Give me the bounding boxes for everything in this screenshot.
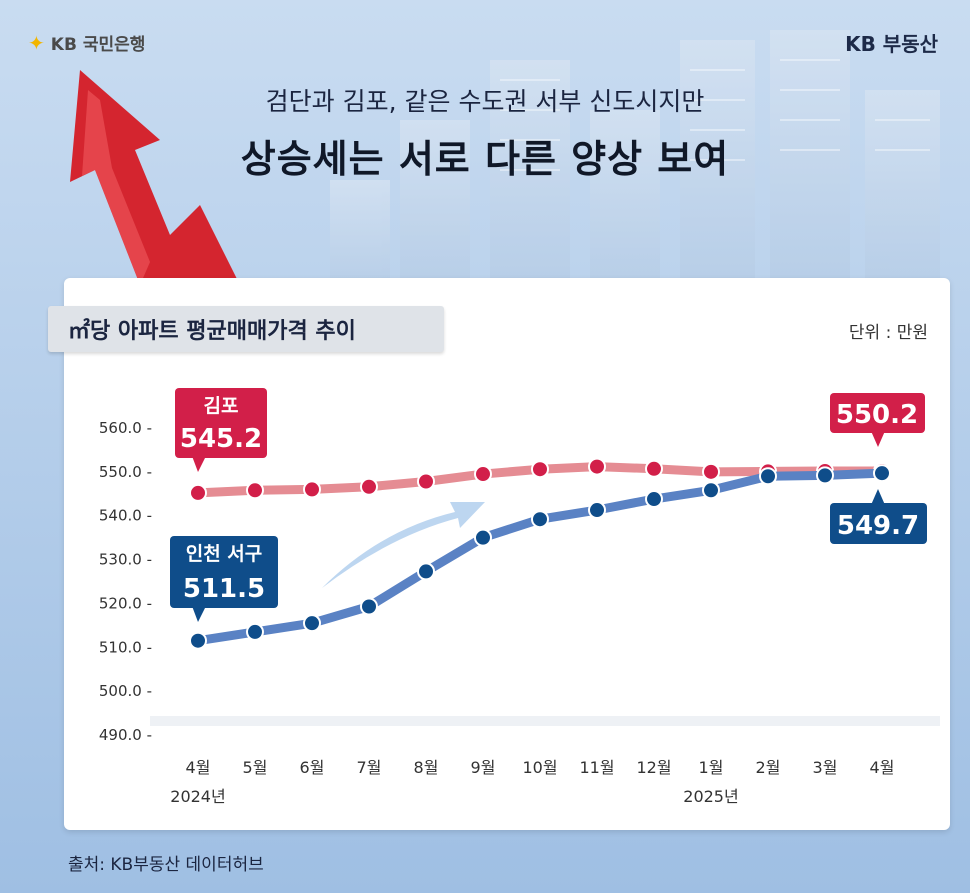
data-point (531, 460, 549, 479)
data-point (474, 465, 492, 484)
data-point (702, 462, 720, 481)
data-point (303, 480, 321, 499)
x-tick-label: 9월 (471, 758, 496, 777)
chart-title: ㎡당 아파트 평균매매가격 추이 (48, 306, 444, 352)
data-point (531, 510, 549, 529)
data-point (645, 490, 663, 509)
data-point (360, 597, 378, 616)
unit-label: 단위 : 만원 (848, 323, 928, 343)
series-name-label: 김포 (204, 395, 239, 417)
x-tick-label: 2월 (756, 758, 781, 777)
axis-break-band (150, 716, 940, 726)
callout-box (830, 393, 925, 433)
x-tick-label: 5월 (243, 758, 268, 777)
skyline (330, 30, 940, 290)
kb-star-icon: ✦ (28, 30, 45, 55)
data-point (246, 481, 264, 500)
y-tick-label: 500.0 - (99, 682, 152, 700)
y-tick-label: 530.0 - (99, 551, 152, 569)
x-tick-label: 3월 (813, 758, 838, 777)
start-value-label: 511.5 (183, 574, 265, 604)
data-point (303, 614, 321, 633)
callout-box (170, 536, 278, 608)
x-tick-label: 4월 (870, 758, 895, 777)
y-tick-label: 550.0 - (99, 463, 152, 481)
callout-pointer (192, 606, 206, 622)
series-line (193, 468, 887, 646)
start-value-label: 545.2 (180, 424, 262, 454)
data-point (360, 477, 378, 496)
data-point (873, 464, 891, 483)
callout-pointer (871, 489, 885, 505)
end-value-label: 550.2 (836, 400, 918, 430)
data-point (246, 622, 264, 641)
rising-arrow-icon (70, 70, 240, 285)
x-tick-label: 8월 (414, 758, 439, 777)
y-tick-label: 540.0 - (99, 507, 152, 525)
data-point (417, 562, 435, 581)
data-point (588, 457, 606, 476)
x-tick-label: 12월 (636, 758, 671, 777)
y-tick-label: 510.0 - (99, 638, 152, 656)
callout-incheon-end: 549.7 (830, 489, 927, 544)
end-value-label: 549.7 (837, 511, 919, 541)
kb-realestate-logo: KB 부동산 (845, 32, 938, 56)
data-point (474, 528, 492, 547)
x-tick-label: 6월 (300, 758, 325, 777)
callout-box (830, 503, 927, 544)
data-point (189, 483, 207, 502)
bank-logo-text: KB 국민은행 (50, 35, 146, 55)
callout-gimpo-end: 550.2 (830, 393, 925, 447)
y-tick-label: 490.0 - (99, 726, 152, 744)
callout-pointer (871, 431, 885, 447)
callout-incheon-start: 인천 서구 511.5 (170, 536, 278, 622)
data-point (645, 459, 663, 478)
x-tick-label: 1월 (699, 758, 724, 777)
callout-pointer (192, 456, 206, 472)
subtitle: 검단과 김포, 같은 수도권 서부 신도시지만 (265, 87, 705, 116)
trend-arrow-icon (322, 502, 485, 588)
callout-box (175, 388, 267, 458)
year-label: 2025년 (683, 787, 738, 806)
data-point (702, 481, 720, 500)
y-tick-label: 560.0 - (99, 419, 152, 437)
data-point (588, 501, 606, 520)
kb-bank-logo: ✦ KB 국민은행 (28, 30, 146, 56)
x-tick-label: 7월 (357, 758, 382, 777)
x-tick-label: 11월 (579, 758, 614, 777)
source-note: 출처: KB부동산 데이터허브 (68, 855, 264, 875)
data-point (816, 466, 834, 485)
series-name-label: 인천 서구 (186, 543, 263, 565)
data-point (417, 472, 435, 491)
x-tick-label: 10월 (522, 758, 557, 777)
data-point (759, 467, 777, 486)
data-point (189, 631, 207, 650)
year-label: 2024년 (170, 787, 225, 806)
y-tick-label: 520.0 - (99, 594, 152, 612)
x-tick-label: 4월 (186, 758, 211, 777)
page-title: 상승세는 서로 다른 양상 보여 (240, 137, 730, 181)
callout-gimpo-start: 김포 545.2 (175, 388, 267, 472)
